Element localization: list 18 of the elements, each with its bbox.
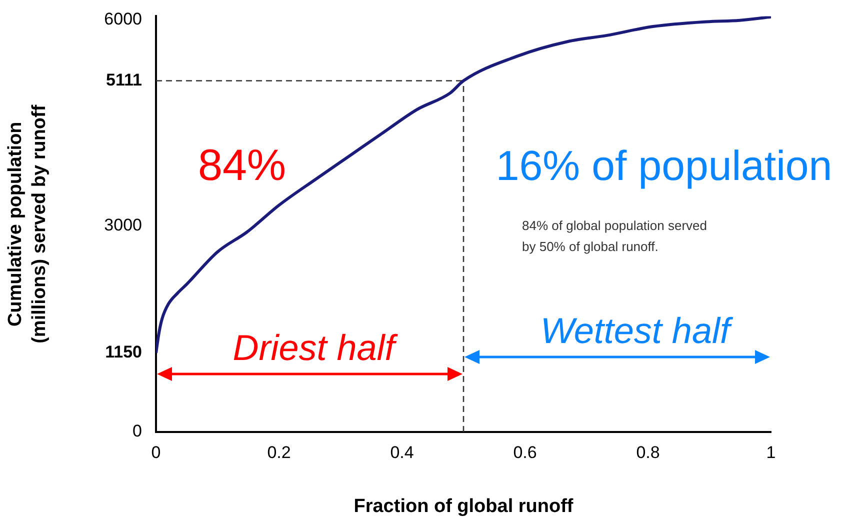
y-axis-title: Cumulative population (millions) served by runoff [5, 104, 50, 344]
x-tick-label: 0.8 [636, 442, 660, 462]
y-tick-label: 0 [132, 422, 142, 441]
annotation: 16% of population [496, 142, 832, 189]
y-tick-label: 3000 [104, 216, 142, 235]
annotation: Wettest half [540, 310, 734, 351]
x-tick-label: 0.6 [513, 442, 537, 462]
y-tick-label: 6000 [104, 9, 142, 28]
x-axis-title: Fraction of global runoff [354, 496, 574, 517]
x-tick-label: 1 [766, 442, 776, 462]
y-tick-label: 5111 [106, 70, 142, 90]
annotation: 84% of global population served by 50% of global runoff. [522, 218, 708, 254]
x-tick-label: 0.4 [390, 442, 414, 462]
annotation: Driest half [232, 327, 399, 368]
x-tick-label: 0.2 [267, 442, 291, 462]
annotation: 84% [198, 141, 286, 190]
y-tick-label: 1150 [105, 342, 142, 362]
x-tick-label: 0 [151, 442, 161, 462]
